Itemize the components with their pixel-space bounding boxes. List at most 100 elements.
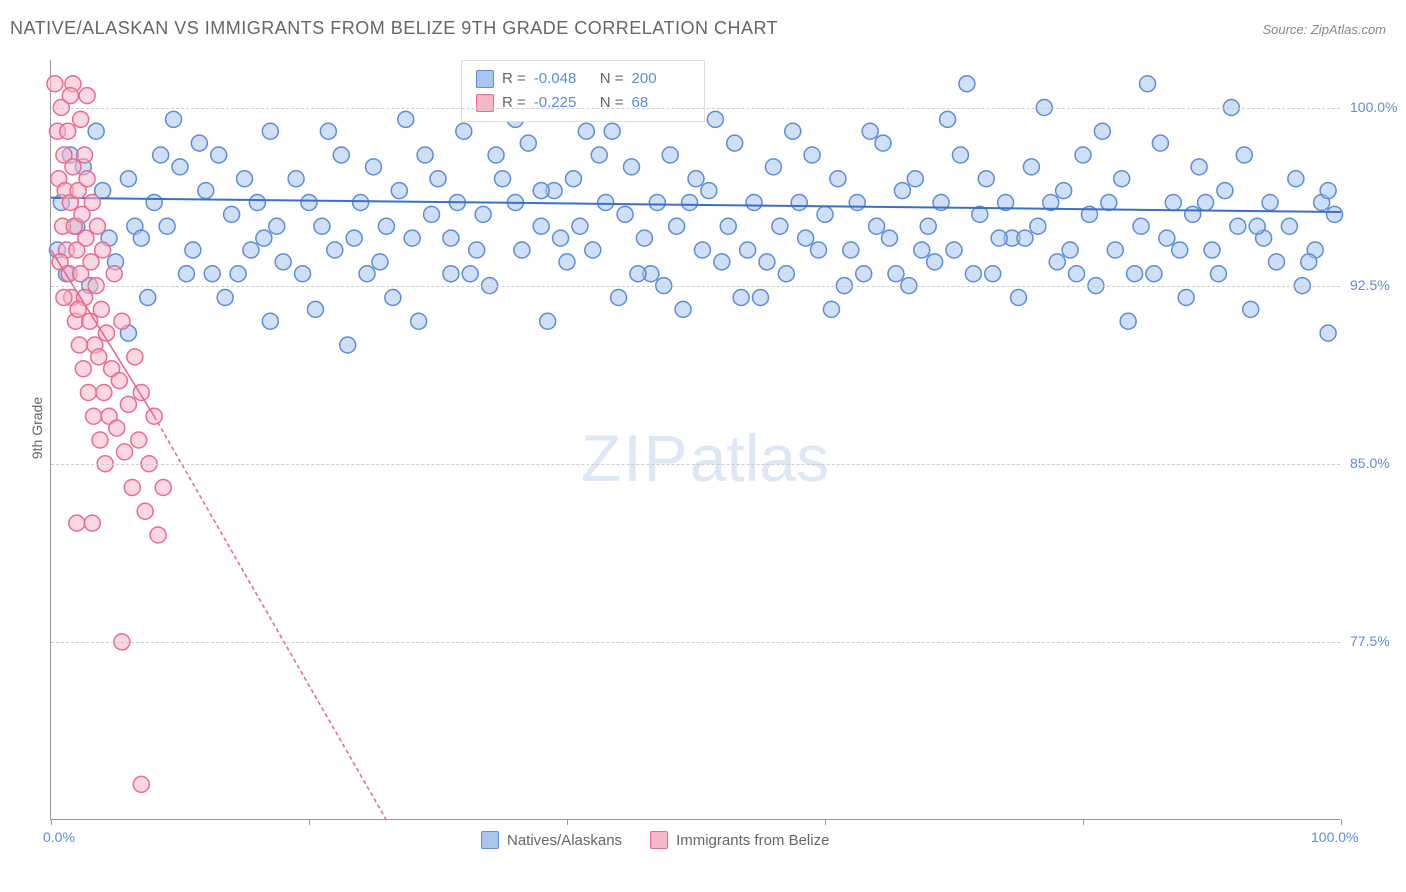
xtick-label: 100.0% (1311, 829, 1358, 845)
scatter-point (159, 218, 175, 234)
scatter-point (411, 313, 427, 329)
scatter-point (520, 135, 536, 151)
scatter-point (1327, 206, 1343, 222)
legend-label: Immigrants from Belize (676, 832, 829, 849)
scatter-point (591, 147, 607, 163)
scatter-point (978, 171, 994, 187)
scatter-point (914, 242, 930, 258)
scatter-point (811, 242, 827, 258)
scatter-point (1178, 290, 1194, 306)
scatter-point (69, 515, 85, 531)
scatter-point (262, 123, 278, 139)
source-credit: Source: ZipAtlas.com (1262, 22, 1386, 37)
scatter-point (127, 349, 143, 365)
scatter-point (1165, 195, 1181, 211)
scatter-point (1262, 195, 1278, 211)
scatter-point (84, 515, 100, 531)
xtick (825, 819, 826, 825)
scatter-point (456, 123, 472, 139)
scatter-point (604, 123, 620, 139)
scatter-point (391, 183, 407, 199)
scatter-point (320, 123, 336, 139)
scatter-point (137, 503, 153, 519)
scatter-point (1146, 266, 1162, 282)
scatter-point (946, 242, 962, 258)
ytick-label: 85.0% (1350, 455, 1406, 471)
scatter-point (91, 349, 107, 365)
gridline-h (51, 286, 1340, 287)
scatter-point (740, 242, 756, 258)
scatter-point (1269, 254, 1285, 270)
scatter-point (71, 337, 87, 353)
scatter-point (907, 171, 923, 187)
scatter-point (230, 266, 246, 282)
scatter-point (669, 218, 685, 234)
scatter-point (791, 195, 807, 211)
scatter-point (443, 230, 459, 246)
scatter-point (60, 123, 76, 139)
scatter-point (295, 266, 311, 282)
scatter-point (301, 195, 317, 211)
scatter-point (56, 290, 72, 306)
gridline-h (51, 464, 1340, 465)
scatter-point (707, 111, 723, 127)
scatter-point (1140, 76, 1156, 92)
ytick-label: 92.5% (1350, 277, 1406, 293)
scatter-point (553, 230, 569, 246)
scatter-point (753, 290, 769, 306)
ytick-label: 77.5% (1350, 633, 1406, 649)
scatter-point (823, 301, 839, 317)
scatter-point (1230, 218, 1246, 234)
scatter-point (96, 385, 112, 401)
scatter-point (153, 147, 169, 163)
scatter-point (772, 218, 788, 234)
scatter-point (204, 266, 220, 282)
scatter-point (1185, 206, 1201, 222)
scatter-point (1120, 313, 1136, 329)
scatter-point (224, 206, 240, 222)
scatter-point (533, 183, 549, 199)
scatter-point (617, 206, 633, 222)
xtick (51, 819, 52, 825)
scatter-point (80, 385, 96, 401)
scatter-point (1152, 135, 1168, 151)
scatter-point (262, 313, 278, 329)
scatter-point (1320, 183, 1336, 199)
scatter-point (959, 76, 975, 92)
scatter-point (185, 242, 201, 258)
scatter-point (1114, 171, 1130, 187)
scatter-point (1127, 266, 1143, 282)
scatter-point (624, 159, 640, 175)
scatter-point (1301, 254, 1317, 270)
scatter-point (578, 123, 594, 139)
scatter-point (798, 230, 814, 246)
scatter-point (89, 218, 105, 234)
scatter-point (1094, 123, 1110, 139)
scatter-point (1198, 195, 1214, 211)
scatter-point (93, 301, 109, 317)
scatter-point (1030, 218, 1046, 234)
scatter-point (849, 195, 865, 211)
xtick (567, 819, 568, 825)
scatter-point (733, 290, 749, 306)
scatter-point (598, 195, 614, 211)
scatter-point (869, 218, 885, 234)
scatter-point (178, 266, 194, 282)
scatter-point (120, 396, 136, 412)
scatter-point (1204, 242, 1220, 258)
scatter-point (79, 88, 95, 104)
scatter-point (565, 171, 581, 187)
xtick (1083, 819, 1084, 825)
stats-legend-box: R =-0.048 N =200 R =-0.225 N =68 (461, 60, 705, 122)
swatch-icon (481, 831, 499, 849)
scatter-point (1075, 147, 1091, 163)
scatter-point (830, 171, 846, 187)
scatter-point (1107, 242, 1123, 258)
scatter-point (314, 218, 330, 234)
scatter-point (366, 159, 382, 175)
scatter-point (875, 135, 891, 151)
scatter-point (430, 171, 446, 187)
scatter-point (73, 111, 89, 127)
scatter-point (759, 254, 775, 270)
scatter-point (514, 242, 530, 258)
